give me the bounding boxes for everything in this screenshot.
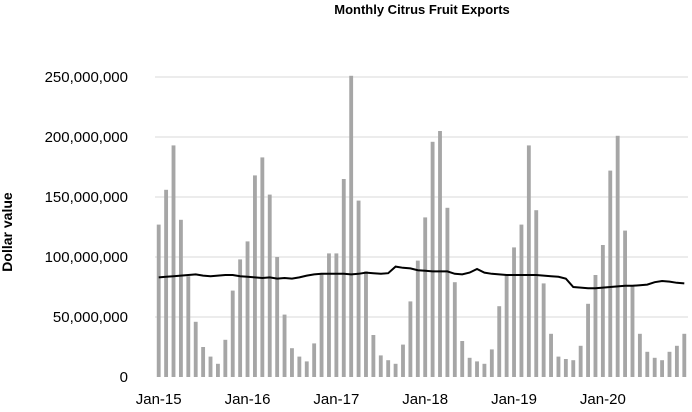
bar bbox=[623, 230, 628, 377]
bar bbox=[171, 145, 176, 377]
bar bbox=[674, 345, 679, 377]
bar bbox=[193, 321, 198, 377]
y-tick-label: 200,000,000 bbox=[45, 129, 128, 146]
bar bbox=[482, 363, 487, 377]
bar bbox=[386, 360, 391, 377]
bar bbox=[438, 131, 442, 377]
trend-line bbox=[158, 265, 685, 290]
bar bbox=[526, 145, 531, 377]
bar bbox=[593, 275, 598, 377]
bar bbox=[445, 207, 450, 377]
gridlines bbox=[155, 76, 688, 318]
y-tick-labels: 0 50,000,000 100,000,000 150,000,000 200,000… bbox=[45, 69, 128, 386]
bar bbox=[504, 275, 509, 377]
bar bbox=[312, 343, 317, 377]
y-tick-label: 50,000,000 bbox=[53, 309, 128, 326]
bar bbox=[408, 301, 413, 377]
bar bbox=[327, 253, 331, 377]
bar bbox=[615, 135, 620, 377]
bar bbox=[497, 306, 502, 377]
bar bbox=[245, 241, 250, 377]
x-tick-label: Jan-18 bbox=[402, 391, 448, 408]
bar bbox=[260, 157, 265, 377]
bar bbox=[645, 351, 650, 377]
bar bbox=[275, 257, 280, 377]
bar bbox=[430, 141, 435, 377]
bar bbox=[297, 356, 302, 377]
bar bbox=[208, 356, 213, 377]
bar bbox=[460, 341, 465, 377]
y-tick-label: 0 bbox=[120, 369, 128, 386]
bar bbox=[164, 189, 169, 377]
y-axis-label: Dollar value bbox=[0, 192, 15, 272]
bar bbox=[423, 217, 428, 377]
bar bbox=[349, 75, 354, 378]
x-tick-label: Jan-17 bbox=[313, 391, 359, 408]
bar bbox=[341, 179, 346, 377]
bar bbox=[600, 245, 605, 377]
bar bbox=[371, 335, 376, 377]
x-tick-labels: Jan-15 Jan-16 Jan-17 Jan-18 Jan-19 Jan-20 bbox=[136, 391, 626, 408]
chart-title: Monthly Citrus Fruit Exports bbox=[334, 2, 510, 17]
bar bbox=[364, 271, 368, 377]
bar bbox=[186, 276, 191, 377]
x-tick-label: Jan-19 bbox=[491, 391, 537, 408]
bar bbox=[586, 303, 590, 377]
bar bbox=[571, 360, 576, 377]
x-tick-label: Jan-20 bbox=[580, 391, 626, 408]
bar bbox=[415, 260, 420, 377]
bar bbox=[637, 333, 642, 377]
bar bbox=[512, 247, 516, 377]
y-tick-label: 150,000,000 bbox=[45, 189, 128, 206]
x-tick-label: Jan-15 bbox=[136, 391, 182, 408]
bar bbox=[223, 339, 228, 377]
bar bbox=[201, 347, 206, 377]
y-tick-label: 250,000,000 bbox=[45, 69, 128, 86]
bar bbox=[156, 224, 161, 377]
bar bbox=[238, 259, 243, 377]
bar bbox=[667, 351, 672, 377]
x-tick-label: Jan-16 bbox=[225, 391, 271, 408]
bar bbox=[467, 357, 472, 377]
bar bbox=[230, 290, 235, 377]
bar bbox=[549, 333, 553, 377]
bar bbox=[556, 356, 561, 377]
bar bbox=[253, 175, 257, 377]
bar bbox=[578, 345, 583, 377]
bar bbox=[630, 285, 635, 377]
bar bbox=[304, 361, 309, 377]
bar bbox=[608, 170, 613, 377]
bar bbox=[378, 355, 383, 377]
bar-series bbox=[156, 75, 687, 378]
bar bbox=[541, 283, 546, 377]
bar bbox=[356, 200, 361, 377]
bar bbox=[319, 273, 324, 377]
bar bbox=[267, 194, 272, 377]
bar bbox=[215, 363, 220, 377]
bar bbox=[660, 360, 665, 377]
bar bbox=[334, 253, 339, 377]
bar bbox=[563, 359, 568, 377]
bar bbox=[519, 224, 524, 377]
bar bbox=[534, 210, 539, 377]
bar bbox=[401, 344, 405, 377]
y-tick-label: 100,000,000 bbox=[45, 249, 128, 266]
bar bbox=[452, 282, 457, 377]
bar bbox=[652, 357, 657, 377]
bar bbox=[178, 219, 183, 377]
bar bbox=[282, 314, 287, 377]
bar bbox=[290, 348, 294, 377]
bar bbox=[682, 333, 687, 377]
bar bbox=[475, 361, 479, 377]
bar bbox=[393, 363, 398, 377]
bar bbox=[489, 349, 494, 377]
